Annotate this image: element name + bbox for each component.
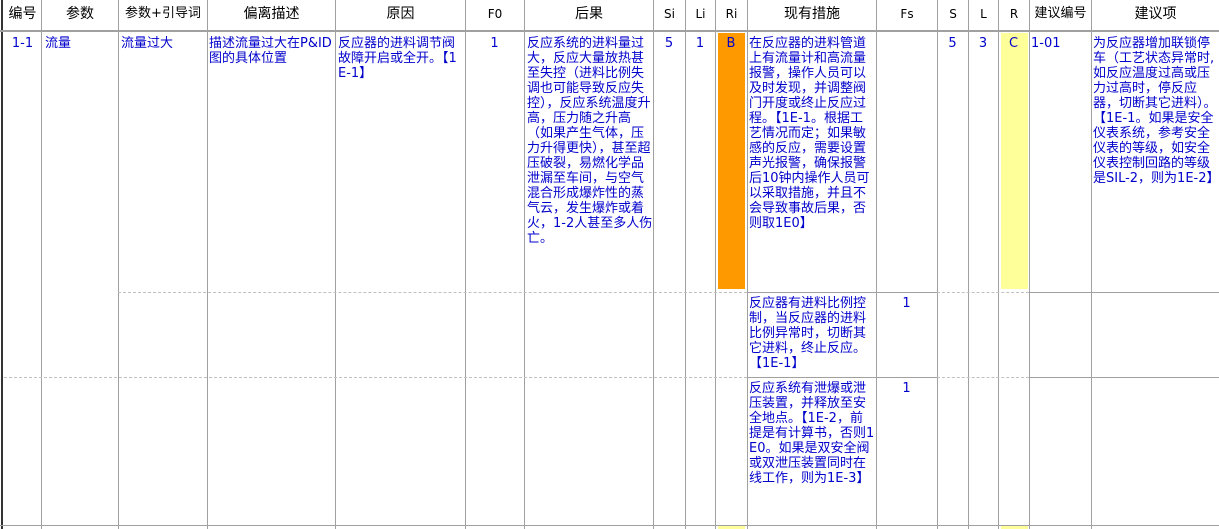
header-deviation[interactable]: 偏离描述 (243, 6, 300, 22)
cell-measure-2[interactable]: 反应器有进料比例控制，当反应器的进料比例异常时，切断其它进料，终止反应。【1E-… (749, 296, 867, 371)
cell-l[interactable]: 3 (978, 36, 988, 51)
cell-deviation[interactable]: 描述流量过大在P&ID图的具体位置 (209, 36, 332, 66)
cell-cause[interactable]: 反应器的进料调节阀故障开启或全开。【1E-1】 (338, 36, 457, 81)
r-fill-next (1001, 526, 1028, 529)
header-l[interactable]: L (980, 7, 987, 21)
cell-li[interactable]: 1 (695, 36, 705, 51)
header-param[interactable]: 参数 (66, 6, 94, 22)
cell-measure-3[interactable]: 反应系统有泄爆或泄压装置，并释放至安全地点。【1E-2，前提是有计算书，否则1E… (749, 381, 875, 486)
header-recommendation[interactable]: 建议项 (1134, 6, 1177, 22)
ri-fill-next (718, 526, 745, 529)
ri-fill (718, 33, 745, 289)
header-param-guide[interactable]: 参数+引导词 (125, 6, 201, 21)
cell-rec-id[interactable]: 1-01 (1031, 36, 1061, 51)
header-fs[interactable]: Fs (900, 7, 914, 21)
header-r[interactable]: R (1009, 7, 1019, 21)
cell-param[interactable]: 流量 (45, 36, 72, 51)
cell-f0[interactable]: 1 (490, 36, 499, 51)
cell-param-guide[interactable]: 流量过大 (121, 36, 174, 51)
header-cause[interactable]: 原因 (386, 6, 415, 22)
cell-fs-3[interactable]: 1 (902, 381, 911, 396)
cell-si[interactable]: 5 (664, 36, 674, 51)
cell-recommendation[interactable]: 为反应器增加联锁停车（工艺状态异常时,如反应温度过高或压力过高时，停反应器，切断… (1093, 36, 1219, 186)
header-s[interactable]: S (949, 7, 957, 21)
cell-fs-2[interactable]: 1 (902, 296, 911, 311)
header-si[interactable]: Si (664, 7, 675, 21)
header-li[interactable]: Li (695, 7, 706, 21)
header-id[interactable]: 编号 (8, 6, 37, 22)
cell-id[interactable]: 1-1 (11, 36, 34, 51)
header-measures[interactable]: 现有措施 (784, 6, 840, 22)
r-fill (1001, 33, 1028, 289)
cell-measure-1[interactable]: 在反应器的进料管道上有流量计和高流量报警，操作人员可以及时发现，并调整阀门开度或… (749, 36, 870, 231)
cell-ri[interactable]: B (726, 36, 736, 51)
header-consequence[interactable]: 后果 (575, 6, 603, 22)
cell-consequence[interactable]: 反应系统的进料量过大，反应大量放热甚至失控（进料比例失调也可能导致反应失控），反… (527, 36, 653, 246)
cell-r[interactable]: C (1008, 36, 1019, 51)
header-rec-id[interactable]: 建议编号 (1034, 6, 1087, 21)
header-ri[interactable]: Ri (725, 7, 738, 21)
cell-s[interactable]: 5 (948, 36, 957, 51)
header-f0[interactable]: F0 (487, 7, 503, 21)
